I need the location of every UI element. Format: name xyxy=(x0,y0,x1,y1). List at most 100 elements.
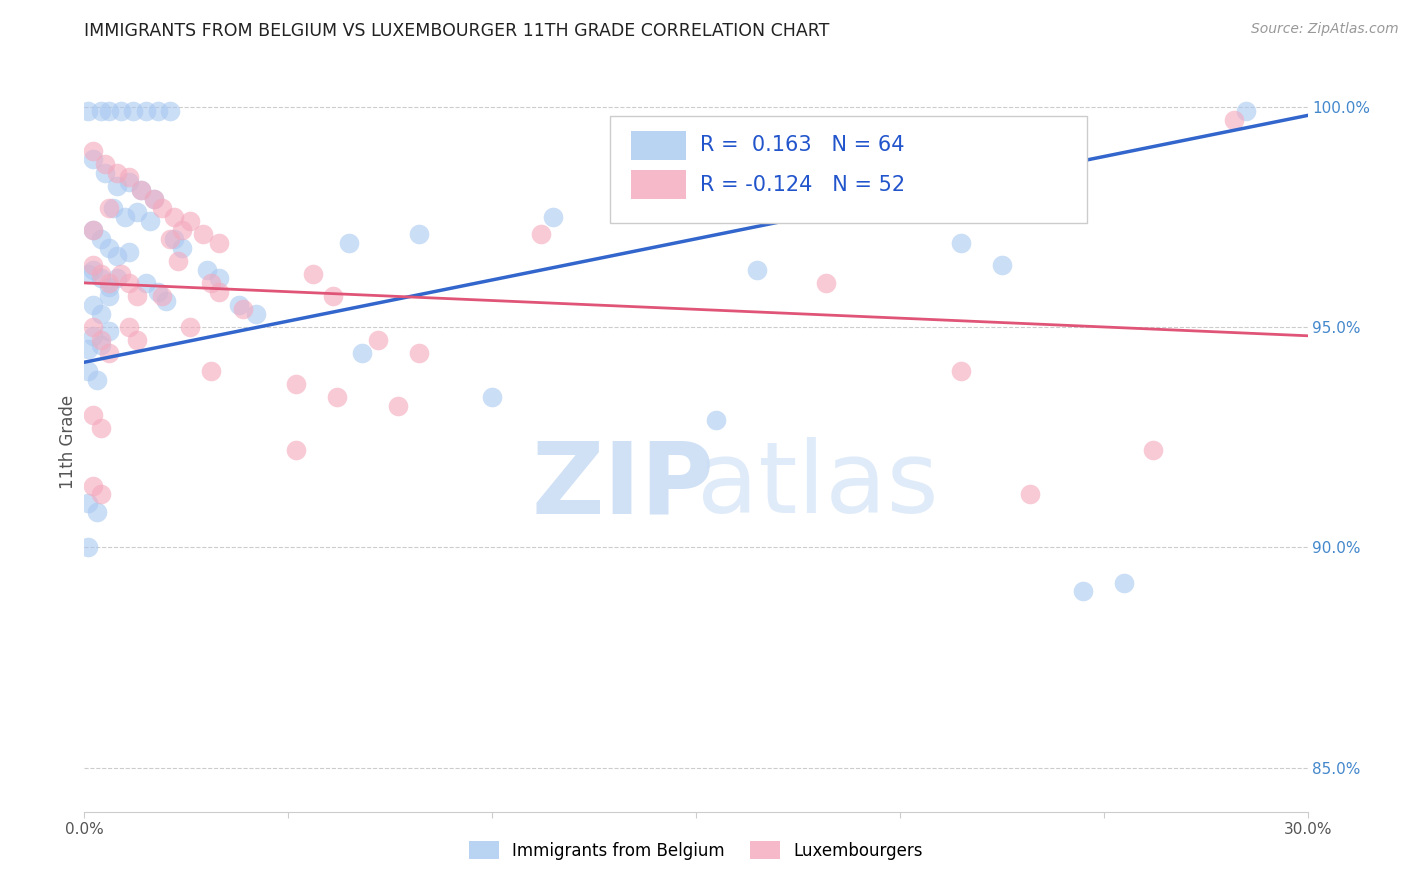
Point xyxy=(142,192,165,206)
Point xyxy=(90,333,112,347)
Point xyxy=(110,103,132,118)
Point xyxy=(155,293,177,308)
Point xyxy=(191,227,214,242)
Point xyxy=(118,276,141,290)
Point xyxy=(1142,443,1164,458)
Point xyxy=(82,320,104,334)
Point xyxy=(408,346,430,360)
Text: Source: ZipAtlas.com: Source: ZipAtlas.com xyxy=(1251,22,1399,37)
Point xyxy=(77,496,100,510)
Point xyxy=(82,478,104,492)
Point xyxy=(408,227,430,242)
Point xyxy=(301,267,323,281)
Point xyxy=(950,364,973,378)
FancyBboxPatch shape xyxy=(610,116,1087,223)
Point xyxy=(97,280,120,294)
Bar xyxy=(631,130,686,161)
Point xyxy=(245,307,267,321)
Point xyxy=(322,289,344,303)
Point xyxy=(339,236,361,251)
Point xyxy=(326,391,349,405)
Point xyxy=(82,262,104,277)
Point xyxy=(387,399,409,413)
Point xyxy=(350,346,373,360)
Point xyxy=(1114,575,1136,590)
Legend: Immigrants from Belgium, Luxembourgers: Immigrants from Belgium, Luxembourgers xyxy=(463,835,929,866)
Text: atlas: atlas xyxy=(697,437,939,534)
Point xyxy=(82,408,104,422)
Point xyxy=(97,103,120,118)
Point xyxy=(163,232,186,246)
Point xyxy=(77,364,100,378)
Point xyxy=(146,285,169,299)
Point xyxy=(135,103,157,118)
Point xyxy=(118,320,141,334)
Text: ZIP: ZIP xyxy=(531,437,714,534)
Point xyxy=(86,373,108,387)
Point xyxy=(131,183,153,197)
Point xyxy=(815,276,838,290)
Point xyxy=(138,214,160,228)
Point xyxy=(179,320,201,334)
Point xyxy=(90,337,112,351)
Point xyxy=(150,289,173,303)
Point xyxy=(97,241,120,255)
Point xyxy=(118,175,141,189)
Point xyxy=(105,271,128,285)
Point xyxy=(90,421,112,435)
Point xyxy=(97,201,120,215)
Point xyxy=(530,227,553,242)
Point xyxy=(86,505,108,519)
Point xyxy=(1019,487,1042,501)
Text: R =  0.163   N = 64: R = 0.163 N = 64 xyxy=(700,135,904,154)
Point xyxy=(127,205,149,219)
Point xyxy=(285,377,308,392)
Point xyxy=(159,232,181,246)
Point xyxy=(82,144,104,158)
Point xyxy=(105,178,128,193)
Point xyxy=(232,302,254,317)
Point xyxy=(228,298,250,312)
Point xyxy=(97,324,120,338)
Point xyxy=(1236,103,1258,118)
Point xyxy=(90,103,112,118)
Point xyxy=(285,443,308,458)
Point xyxy=(82,153,104,167)
Point xyxy=(747,262,769,277)
Point xyxy=(200,364,222,378)
Point xyxy=(159,103,181,118)
Point xyxy=(90,307,112,321)
Point xyxy=(481,391,503,405)
Text: R = -0.124   N = 52: R = -0.124 N = 52 xyxy=(700,175,905,194)
Point xyxy=(90,267,112,281)
Point xyxy=(208,271,231,285)
Point xyxy=(97,276,120,290)
Point xyxy=(179,214,201,228)
Point xyxy=(200,276,222,290)
Point xyxy=(131,183,153,197)
Point xyxy=(97,346,120,360)
Point xyxy=(135,276,157,290)
Point xyxy=(82,223,104,237)
Point xyxy=(991,258,1014,272)
Point xyxy=(97,289,120,303)
Point xyxy=(110,267,132,281)
Point xyxy=(118,245,141,260)
Point xyxy=(82,223,104,237)
Point xyxy=(90,232,112,246)
Point xyxy=(118,170,141,185)
Point xyxy=(93,166,117,180)
Y-axis label: 11th Grade: 11th Grade xyxy=(59,394,77,489)
Point xyxy=(172,223,194,237)
Point xyxy=(122,103,145,118)
Point xyxy=(195,262,218,277)
Point xyxy=(77,541,100,555)
Point xyxy=(82,298,104,312)
Point xyxy=(367,333,389,347)
Point xyxy=(127,333,149,347)
Point xyxy=(90,487,112,501)
Point xyxy=(1223,112,1246,127)
Point xyxy=(150,201,173,215)
Point xyxy=(77,103,100,118)
Point xyxy=(167,253,190,268)
